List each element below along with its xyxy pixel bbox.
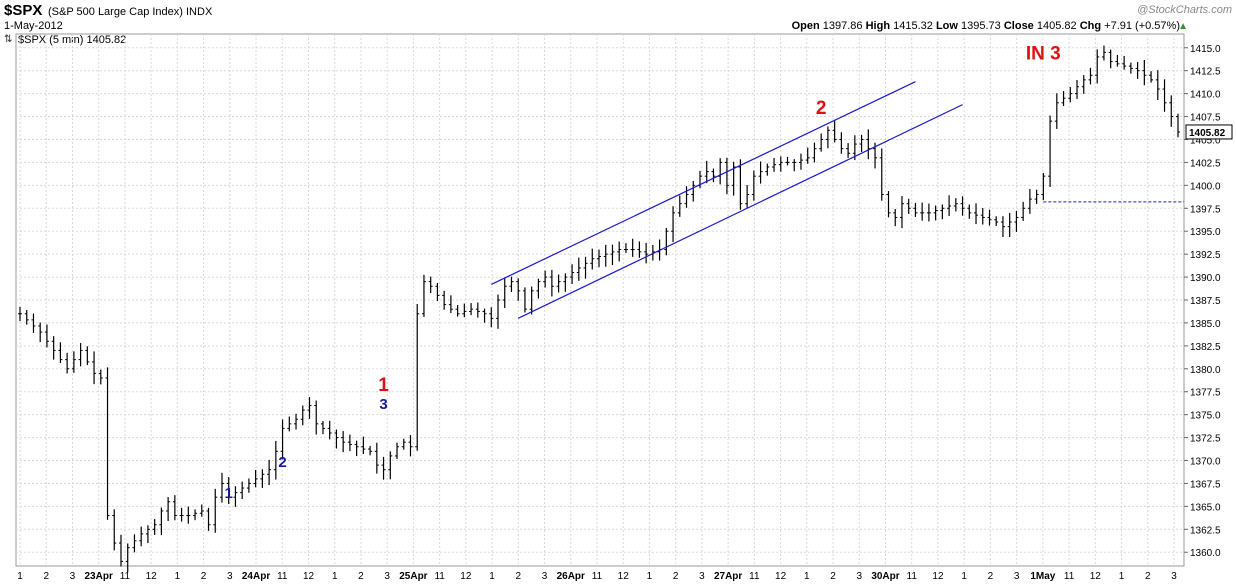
chart-date: 1-May-2012 xyxy=(4,20,63,32)
x-tick-label: 11 xyxy=(907,571,918,582)
x-tick-label: 2 xyxy=(1145,571,1151,582)
x-tick-label: 12 xyxy=(146,571,158,582)
x-tick-label: 11 xyxy=(1064,571,1075,582)
last-value-label: 1405.82 xyxy=(1189,128,1226,139)
y-tick-label: 1380.0 xyxy=(1190,365,1221,376)
x-tick-label: 1 xyxy=(175,571,181,582)
chart-symbol: $SPX xyxy=(4,2,43,19)
x-tick-label: 1 xyxy=(332,571,338,582)
wave-label: 3 xyxy=(379,396,387,413)
wave-label: 2 xyxy=(278,454,286,471)
x-tick-label: 11 xyxy=(434,571,445,582)
y-tick-label: 1375.0 xyxy=(1190,411,1221,422)
y-tick-label: 1405.0 xyxy=(1190,135,1221,146)
x-tick-label: 3 xyxy=(384,571,390,582)
wave-label: 1 xyxy=(225,485,233,502)
x-tick-label: 2 xyxy=(43,571,49,582)
y-tick-label: 1395.0 xyxy=(1190,227,1221,238)
x-tick-label: 1 xyxy=(17,571,23,582)
chg-label: Chg xyxy=(1079,20,1102,32)
x-tick-label: 3 xyxy=(542,571,548,582)
ohlc-summary: Open 1397.86 High 1415.32 Low 1395.73 Cl… xyxy=(792,20,1180,32)
x-tick-label: 2 xyxy=(201,571,207,582)
last-value-box xyxy=(1185,124,1233,140)
chg-up-arrow-icon: ▲ xyxy=(1178,21,1188,32)
y-tick-label: 1397.5 xyxy=(1190,204,1221,215)
x-tick-label: 2 xyxy=(988,571,994,582)
chart-description: (S&P 500 Large Cap Index) INDX xyxy=(48,6,213,18)
wave-label: 1 xyxy=(378,375,389,396)
x-tick-label: 12 xyxy=(775,571,787,582)
x-tick-label: 12 xyxy=(932,571,944,582)
wave-label: IN 3 xyxy=(1026,44,1061,65)
x-tick-label: 26Apr xyxy=(557,571,585,582)
x-tick-label: 2 xyxy=(830,571,836,582)
x-tick-label: 11 xyxy=(120,571,131,582)
x-tick-label: 11 xyxy=(592,571,603,582)
x-tick-label: 1May xyxy=(1030,571,1055,582)
y-tick-label: 1410.0 xyxy=(1190,90,1221,101)
y-tick-label: 1412.5 xyxy=(1190,67,1221,78)
x-tick-label: 3 xyxy=(699,571,705,582)
y-tick-label: 1415.0 xyxy=(1190,44,1221,55)
y-tick-label: 1390.0 xyxy=(1190,273,1221,284)
x-tick-label: 1 xyxy=(961,571,967,582)
low-value: 1395.73 xyxy=(961,20,1001,32)
channel-line xyxy=(491,81,916,285)
x-tick-label: 3 xyxy=(1171,571,1177,582)
x-tick-label: 1 xyxy=(804,571,810,582)
x-tick-label: 30Apr xyxy=(871,571,899,582)
x-tick-label: 12 xyxy=(303,571,315,582)
bar-style-icon: ⇅ xyxy=(4,34,13,45)
x-tick-label: 11 xyxy=(277,571,288,582)
open-value: 1397.86 xyxy=(822,20,863,32)
y-tick-label: 1367.5 xyxy=(1190,479,1221,490)
chg-value: +7.91 (+0.57%) xyxy=(1104,20,1180,32)
x-tick-label: 2 xyxy=(516,571,522,582)
x-tick-label: 23Apr xyxy=(85,571,113,582)
x-tick-label: 1 xyxy=(489,571,495,582)
close-value: 1405.82 xyxy=(1036,20,1077,32)
y-tick-label: 1362.5 xyxy=(1190,525,1221,536)
y-tick-label: 1365.0 xyxy=(1190,502,1221,513)
low-label: Low xyxy=(935,20,958,32)
y-tick-label: 1387.5 xyxy=(1190,296,1221,307)
y-tick-label: 1372.5 xyxy=(1190,434,1221,445)
x-tick-label: 27Apr xyxy=(714,571,742,582)
x-tick-label: 1 xyxy=(1119,571,1125,582)
x-tick-label: 25Apr xyxy=(399,571,427,582)
x-tick-label: 3 xyxy=(70,571,76,582)
high-label: High xyxy=(865,20,891,32)
open-label: Open xyxy=(791,20,820,32)
y-tick-label: 1392.5 xyxy=(1190,250,1221,261)
y-tick-label: 1360.0 xyxy=(1190,548,1221,559)
high-value: 1415.32 xyxy=(893,20,933,32)
x-tick-label: 12 xyxy=(1090,571,1102,582)
x-tick-label: 3 xyxy=(227,571,233,582)
y-tick-label: 1377.5 xyxy=(1190,388,1221,399)
source-credit: @StockCharts.com xyxy=(1137,4,1232,16)
y-tick-label: 1407.5 xyxy=(1190,113,1221,124)
y-tick-label: 1382.5 xyxy=(1190,342,1221,353)
x-tick-label: 2 xyxy=(673,571,679,582)
x-tick-label: 3 xyxy=(1014,571,1020,582)
y-tick-label: 1370.0 xyxy=(1190,457,1221,468)
y-tick-label: 1400.0 xyxy=(1190,181,1221,192)
close-label: Close xyxy=(1003,20,1034,32)
wave-label: 2 xyxy=(816,98,827,119)
x-tick-label: 1 xyxy=(647,571,653,582)
x-tick-label: 12 xyxy=(618,571,630,582)
x-tick-label: 11 xyxy=(749,571,760,582)
x-tick-label: 24Apr xyxy=(242,571,270,582)
x-tick-label: 12 xyxy=(460,571,472,582)
y-tick-label: 1385.0 xyxy=(1190,319,1221,330)
x-tick-label: 2 xyxy=(358,571,364,582)
y-tick-label: 1402.5 xyxy=(1190,158,1221,169)
channel-line xyxy=(517,104,963,319)
x-tick-label: 3 xyxy=(856,571,862,582)
